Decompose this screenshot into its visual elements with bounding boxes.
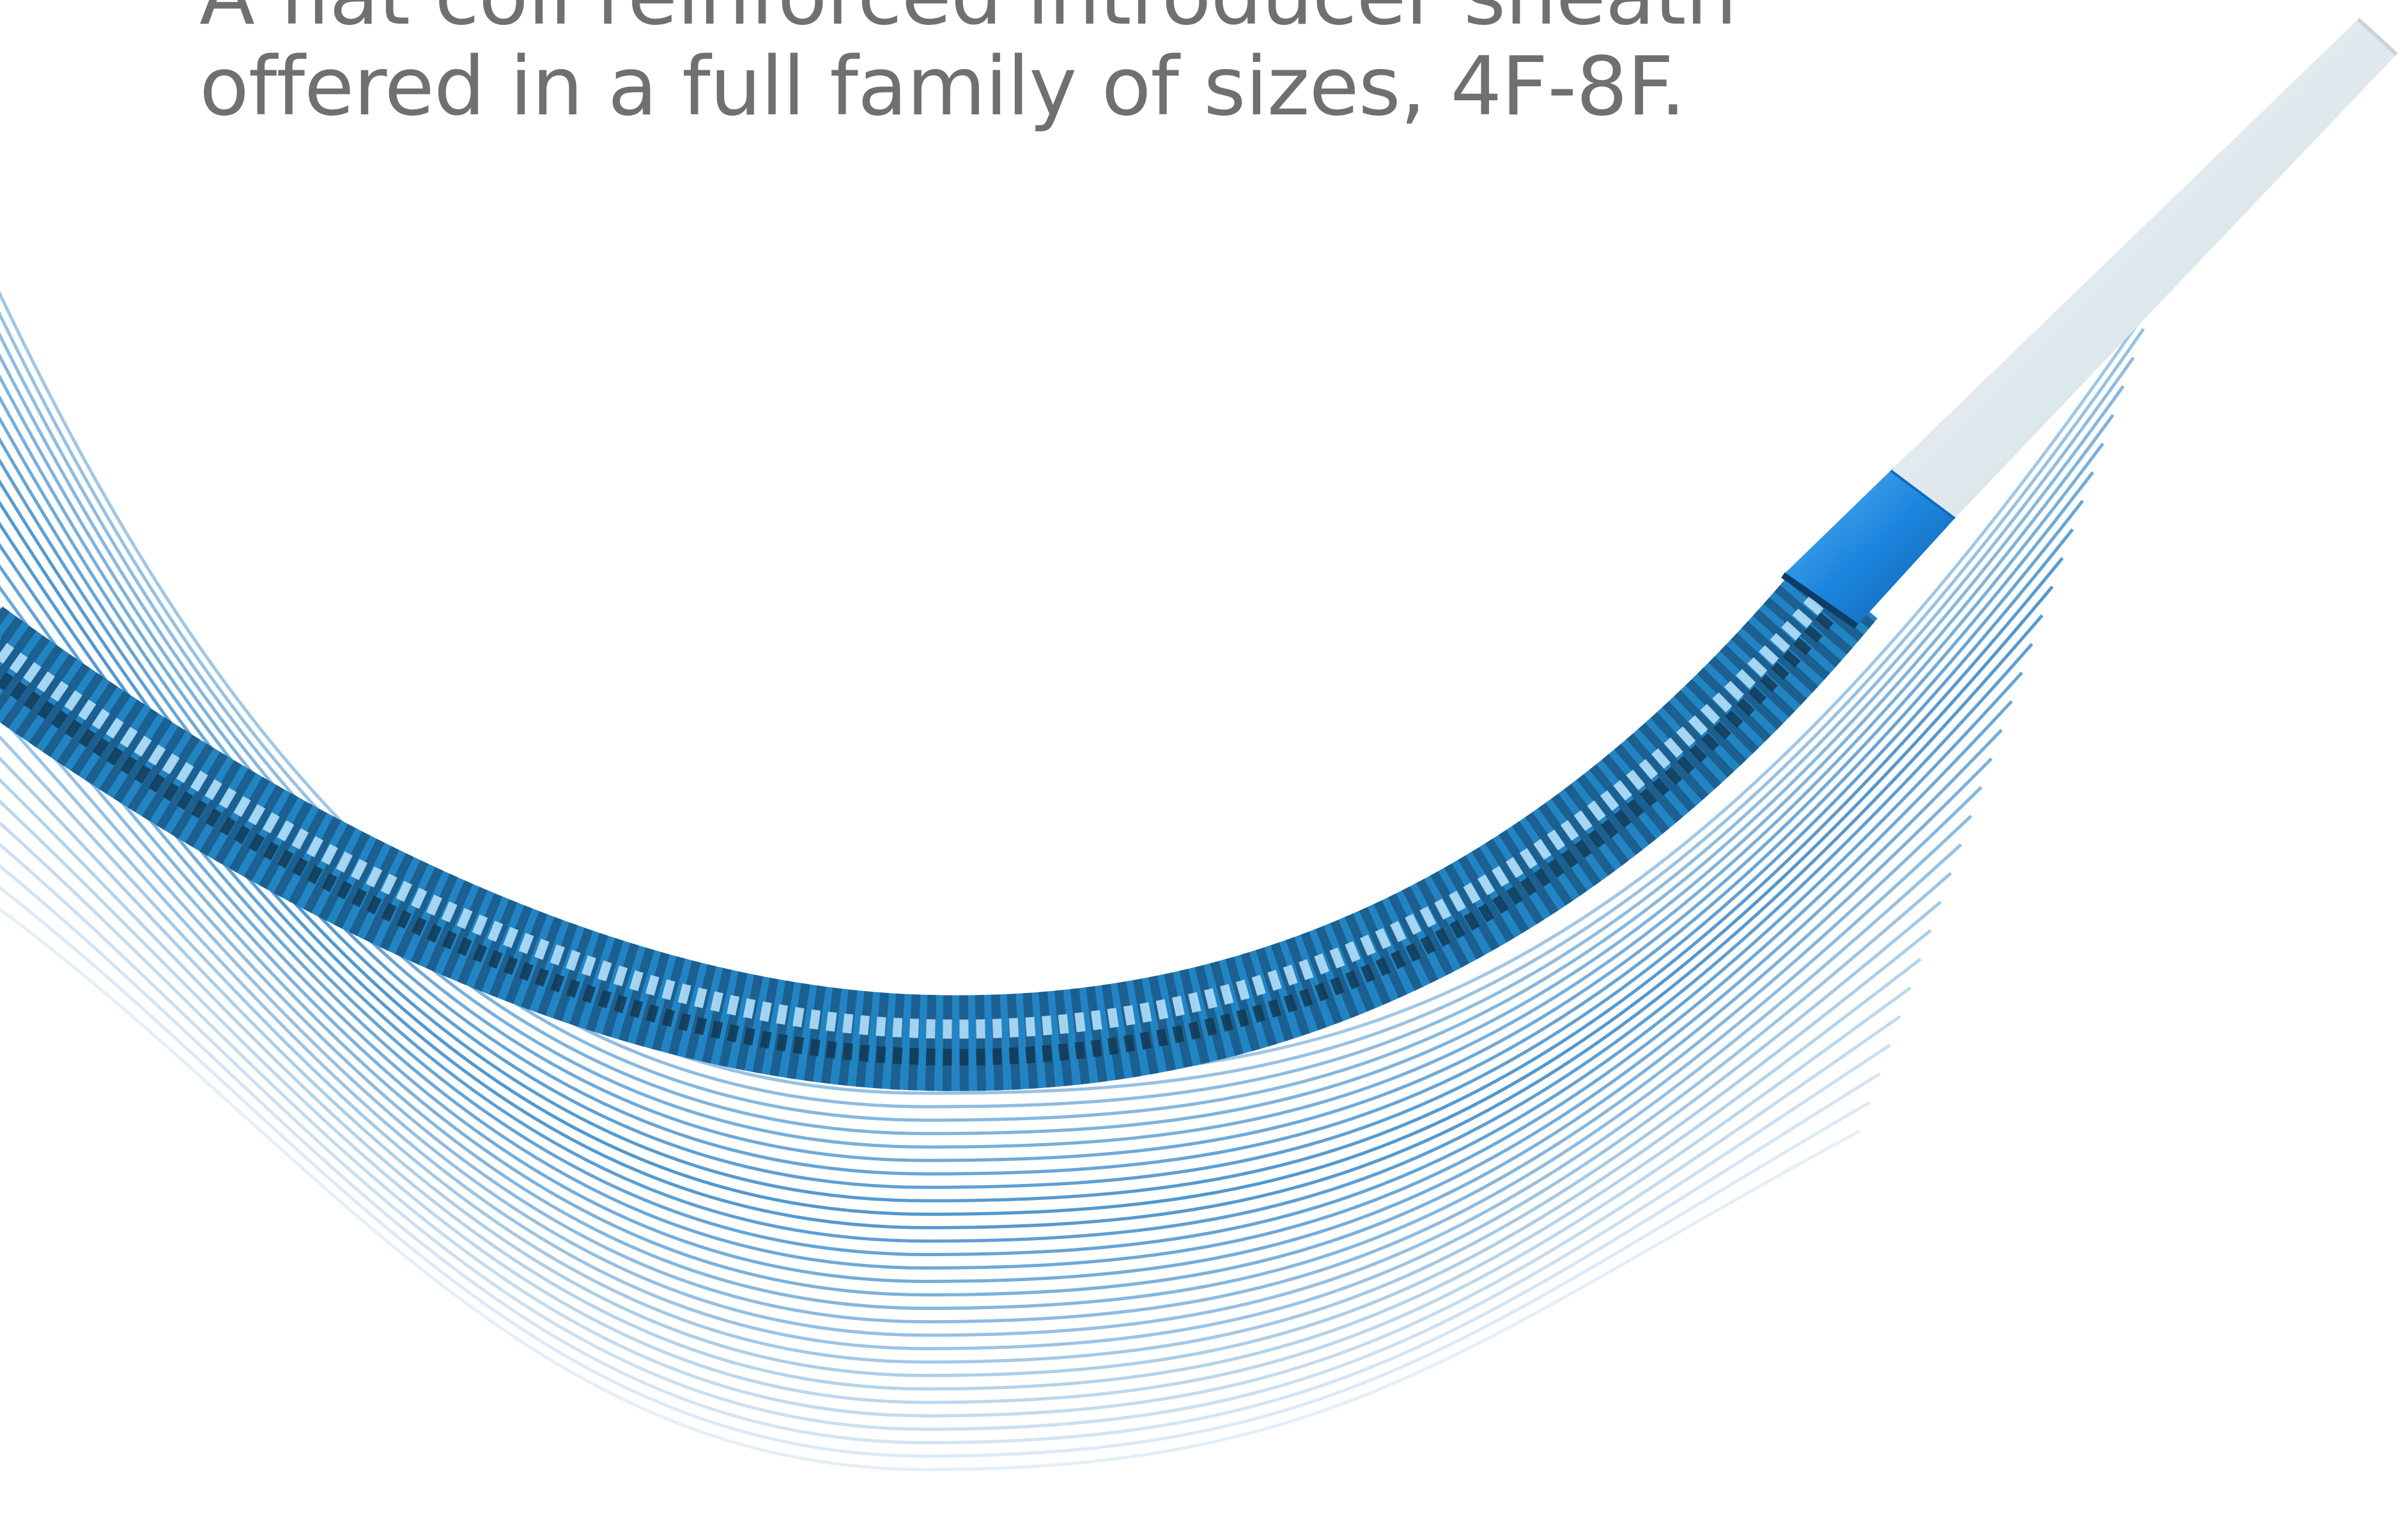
motion-line: [0, 670, 1973, 1324]
white-dilator-tip: [1892, 17, 2398, 518]
headline: A flat coil reinforced introducer sheath…: [199, 0, 1737, 134]
motion-line: [0, 606, 2003, 1284]
motion-line: [0, 864, 1881, 1445]
motion-line: [0, 886, 1871, 1458]
motion-line: [0, 799, 1911, 1404]
motion-line: [0, 692, 1963, 1337]
motion-line: [0, 649, 1983, 1310]
motion-line: [0, 820, 1901, 1418]
motion-line: [0, 907, 1861, 1471]
motion-line: [0, 713, 1952, 1351]
motion-line: [0, 842, 1891, 1431]
motion-line: [0, 627, 1993, 1297]
motion-line: [0, 778, 1922, 1391]
motion-line: [0, 585, 2013, 1270]
motion-line: [0, 564, 2023, 1256]
motion-line: [0, 311, 2145, 1095]
motion-line: [0, 332, 2135, 1109]
headline-line-2: offered in a full family of sizes, 4F-8F…: [199, 39, 1686, 134]
motion-line: [0, 353, 2125, 1122]
motion-line: [0, 735, 1942, 1364]
coil-reinforced-shaft: [0, 557, 1878, 1091]
headline-line-1: A flat coil reinforced introducer sheath: [199, 0, 1737, 41]
motion-line: [0, 756, 1932, 1378]
motion-line: [0, 374, 2115, 1135]
